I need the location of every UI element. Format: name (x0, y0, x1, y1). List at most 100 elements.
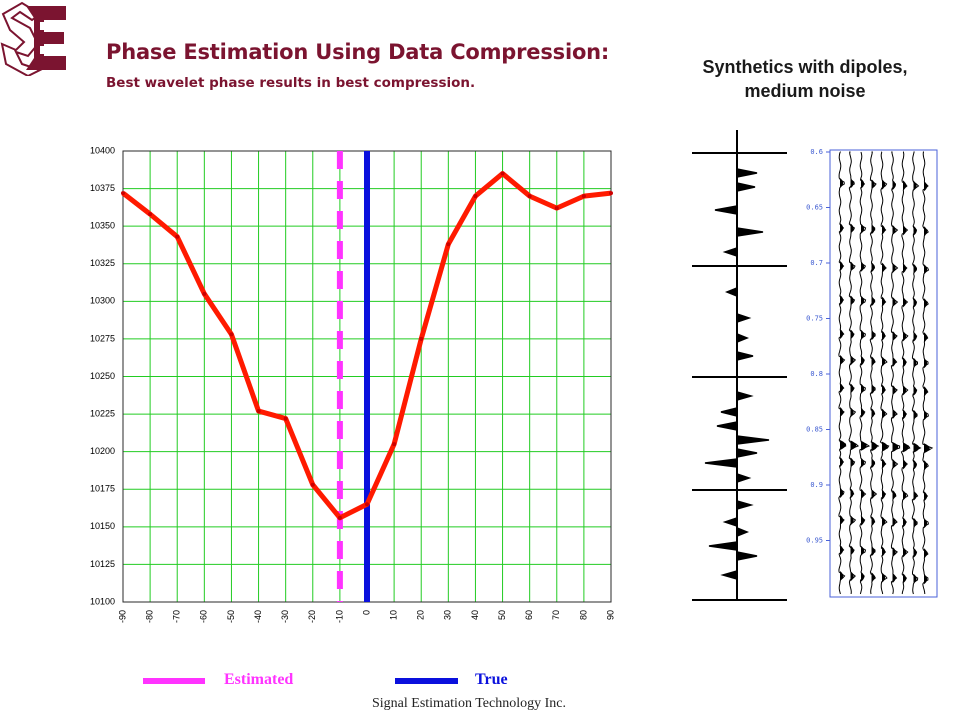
synthetics-title: Synthetics with dipoles, medium noise (640, 55, 960, 103)
seismic-event-fill (882, 546, 886, 557)
seismic-event-fill (840, 355, 844, 365)
seismic-event-fill (882, 489, 886, 500)
reflectivity-spike (736, 391, 754, 401)
seismic-event-fill (840, 440, 846, 450)
seismic-event-fill (871, 458, 875, 469)
seismic-event-fill (882, 179, 886, 190)
seismic-event-fill (840, 457, 844, 467)
x-tick-label: -70 (172, 610, 182, 623)
y-tick-label: 10150 (90, 521, 115, 531)
seismic-event-fill (913, 180, 917, 191)
y-tick-label: 10250 (90, 371, 115, 381)
seismic-event-fill (850, 488, 854, 499)
reflectivity-spike (736, 448, 758, 458)
seismic-event-fill (924, 264, 928, 275)
seismic-event-fill (850, 440, 857, 451)
seismic-event-fill (903, 459, 907, 470)
seismic-event-fill (871, 296, 875, 307)
seismic-event-fill (861, 440, 867, 451)
seismic-event-fill (861, 383, 865, 394)
x-tick-label: 10 (388, 610, 398, 620)
seismic-event-fill (903, 409, 907, 420)
x-tick-label: -50 (226, 610, 236, 623)
seismic-event-fill (924, 410, 928, 421)
seismic-event-fill (850, 178, 854, 189)
reflectivity-spike (714, 205, 738, 215)
seismic-event-fill (892, 409, 896, 419)
seismic-event-fill (850, 295, 854, 306)
seismic-event-fill (882, 516, 886, 527)
data-point (392, 442, 397, 447)
seismic-event-fill (892, 547, 896, 557)
seismic-event-fill (924, 386, 928, 397)
x-tick-label: -20 (307, 610, 317, 623)
data-point (256, 409, 261, 414)
data-point (527, 194, 532, 199)
seismic-event-fill (871, 572, 875, 583)
seismic-event-fill (871, 441, 878, 452)
reflectivity-spike (736, 527, 750, 537)
seismic-time-label: 0.9 (810, 481, 823, 489)
y-tick-label: 10225 (90, 408, 115, 418)
seismic-frame (829, 149, 938, 598)
seismic-event-fill (850, 407, 854, 418)
seismic-event-fill (882, 262, 886, 273)
seismic-event-fill (871, 262, 875, 273)
x-tick-label: -80 (144, 610, 154, 623)
seismic-event-fill (913, 490, 917, 501)
seismic-event-fill (840, 295, 844, 305)
seismic-time-label: 0.95 (806, 537, 823, 545)
seismic-event-fill (903, 263, 907, 274)
seismic-event-fill (903, 573, 907, 584)
seismic-event-fill (924, 460, 928, 471)
seismic-event-fill (892, 442, 899, 452)
seismic-event-fill (840, 383, 844, 393)
data-point (609, 191, 613, 196)
seismic-event-fill (924, 491, 928, 502)
seismic-event-fill (924, 518, 928, 529)
seismic-event-fill (892, 297, 896, 307)
y-tick-label: 10175 (90, 484, 115, 494)
seismic-event-fill (871, 356, 875, 367)
seismic-event-fill (850, 545, 854, 556)
reflectivity-spike (736, 333, 750, 343)
seismic-event-fill (913, 442, 920, 453)
seismic-trace (890, 151, 901, 595)
seismic-event-fill (882, 408, 886, 419)
seismic-event-fill (840, 571, 844, 581)
data-point (365, 502, 369, 507)
seismic-event-fill (850, 457, 854, 468)
y-tick-label: 10350 (90, 221, 115, 231)
reflectivity-spike (724, 287, 738, 297)
compression-chart: -90 -80 -70 -60 -50 -40 -30 -20 -10 0 10 20 30 40 50 60… (90, 145, 615, 623)
seismic-event-fill (892, 357, 896, 367)
data-point (148, 212, 153, 217)
seismic-event-fill (840, 545, 844, 555)
data-point (283, 416, 288, 421)
reflectivity-spike (736, 473, 752, 483)
seismic-event-fill (924, 332, 928, 343)
y-tick-label: 10375 (90, 183, 115, 193)
seismic-event-fill (903, 547, 907, 558)
y-tick-label: 10300 (90, 296, 115, 306)
seismic-event-fill (840, 261, 844, 271)
seismic-trace (838, 151, 847, 595)
seismic-event-fill (913, 459, 917, 470)
seismic-event-fill (882, 296, 886, 307)
seismic-event-fill (882, 384, 886, 395)
seismic-event-fill (903, 297, 907, 308)
x-tick-label: 30 (443, 610, 453, 620)
data-point (581, 194, 586, 199)
legend-true-label: True (475, 671, 508, 688)
data-point (229, 332, 234, 337)
reflectivity-spike (736, 351, 754, 361)
data-point (419, 336, 424, 341)
seismic-time-label: 0.8 (810, 370, 823, 378)
y-tick-label: 10275 (90, 333, 115, 343)
seismic-event-fill (924, 298, 928, 309)
seismic-event-fill (903, 180, 907, 191)
x-tick-label: 50 (497, 610, 507, 620)
page-title: Phase Estimation Using Data Compression: (106, 40, 610, 64)
seismic-time-label: 0.65 (806, 204, 823, 212)
